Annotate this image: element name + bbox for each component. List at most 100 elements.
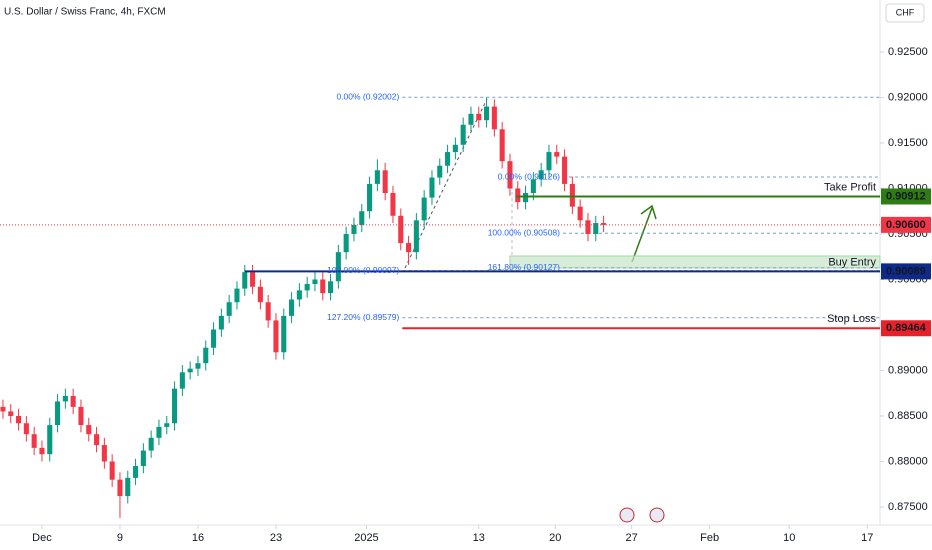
- candle-body: [218, 315, 224, 330]
- price-tag-label: 0.90912: [886, 190, 926, 202]
- candle-body: [445, 152, 451, 166]
- overlays: 0.00% (0.92002) 100.00% (0.90097) 127.20% …: [327, 92, 931, 337]
- candle-body: [62, 395, 68, 402]
- candle-body: [335, 252, 341, 282]
- candle-body: [382, 170, 388, 194]
- candle-body: [437, 165, 443, 178]
- y-tick-label: 0.92000: [888, 91, 928, 103]
- candle-body: [250, 272, 256, 287]
- candle-body: [281, 315, 287, 353]
- y-tick-label: 0.92500: [888, 46, 928, 58]
- chart-title: U.S. Dollar / Swiss Franc, 4h, FXCM: [4, 7, 166, 18]
- candle-body: [257, 286, 263, 303]
- candle-body: [367, 183, 373, 212]
- marks: [0, 96, 881, 518]
- candle-body: [109, 461, 115, 480]
- candle-body: [86, 425, 92, 435]
- candle-body: [351, 224, 357, 234]
- y-tick-label: 0.89000: [888, 364, 928, 376]
- candle-body: [16, 415, 22, 424]
- candle-body: [70, 395, 76, 407]
- candle-body: [421, 197, 427, 221]
- candle-body: [164, 423, 170, 427]
- x-tick-label: 13: [473, 532, 485, 544]
- x-tick-label: 10: [783, 532, 795, 544]
- candle-body: [499, 129, 505, 162]
- candle-body: [601, 223, 607, 225]
- candle-body: [31, 434, 37, 448]
- candle-body: [546, 152, 552, 171]
- candle-body: [187, 368, 193, 373]
- fib-label: 100.00% (0.90097): [327, 265, 399, 275]
- x-tick-label: 2025: [354, 532, 378, 544]
- candle-body: [55, 401, 61, 426]
- candle-body: [8, 411, 14, 416]
- candle-body: [179, 372, 185, 389]
- candle-body: [406, 243, 412, 253]
- candle-body: [226, 302, 232, 316]
- candle-body: [359, 211, 365, 225]
- x-tick-label: Dec: [32, 532, 52, 544]
- fib-label: 100.00% (0.90508): [488, 227, 560, 237]
- level-name: Stop Loss: [827, 313, 876, 325]
- candle-body: [484, 106, 490, 121]
- candle-body: [140, 450, 146, 467]
- candle-body: [265, 302, 271, 321]
- candle-body: [101, 445, 107, 462]
- x-tick-label: 16: [192, 532, 204, 544]
- x-tick-label: 27: [626, 532, 638, 544]
- x-tick-label: 17: [861, 532, 873, 544]
- candle-body: [569, 183, 575, 207]
- candle-body: [374, 170, 380, 184]
- candle-body: [211, 329, 217, 348]
- candle-body: [554, 152, 560, 157]
- candle-body: [156, 426, 162, 438]
- candle-body: [530, 179, 536, 194]
- arrow: [631, 207, 653, 263]
- candle-body: [413, 220, 419, 253]
- price-tag: [881, 188, 931, 205]
- candle-body: [343, 233, 349, 253]
- candle-body: [538, 170, 544, 180]
- candle-body: [78, 406, 84, 426]
- candle-body: [460, 124, 466, 145]
- candle-body: [452, 144, 458, 153]
- candle-body: [304, 284, 310, 291]
- candle-body: [0, 406, 6, 412]
- currency-button[interactable]: [885, 3, 925, 23]
- level-name: Buy Entry: [828, 256, 876, 268]
- candle-body: [390, 193, 396, 216]
- event-flag[interactable]: [649, 507, 665, 523]
- candle-body: [476, 113, 482, 121]
- price-tag-label: 0.90089: [886, 265, 926, 277]
- y-tick-label: 0.88000: [888, 455, 928, 467]
- candle-body: [94, 434, 100, 446]
- event-flag[interactable]: [619, 507, 635, 523]
- candle-body: [148, 437, 154, 451]
- y-tick-label: 0.88500: [888, 410, 928, 422]
- candle-body: [296, 290, 302, 300]
- price-tag-label: 0.89464: [886, 322, 927, 334]
- candle-body: [585, 220, 591, 234]
- buy-zone: [509, 255, 881, 269]
- price-tag: [881, 320, 931, 337]
- candle-body: [242, 272, 248, 289]
- price-tag: [881, 216, 931, 233]
- candle-body: [133, 466, 139, 478]
- candle-body: [312, 279, 318, 285]
- candle-body: [195, 363, 201, 369]
- fib-label: 161.80% (0.90127): [488, 262, 560, 272]
- candle-body: [515, 188, 521, 203]
- candle-body: [593, 223, 599, 234]
- x-tick-label: 23: [270, 532, 282, 544]
- level-name: Take Profit: [824, 181, 876, 193]
- candle-body: [117, 479, 123, 497]
- candle-body: [273, 320, 279, 353]
- candle-body: [320, 279, 326, 294]
- y-tick-label: 0.91500: [888, 137, 928, 149]
- candle-body: [47, 425, 53, 455]
- candle-body: [234, 288, 240, 303]
- candle-body: [429, 177, 435, 198]
